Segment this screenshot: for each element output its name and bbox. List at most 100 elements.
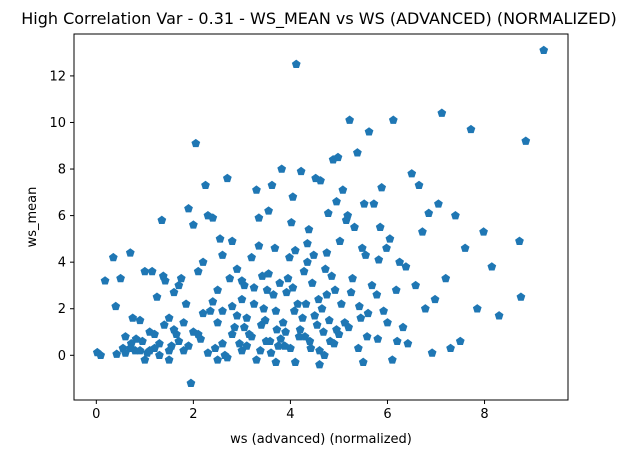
scatter-point: [254, 241, 264, 250]
scatter-point: [521, 136, 531, 145]
scatter-point: [140, 266, 150, 276]
scatter-point: [140, 355, 150, 364]
x-tick-label: 2: [189, 407, 197, 422]
scatter-point: [304, 224, 314, 234]
scatter-point: [282, 287, 291, 297]
scatter-point: [159, 320, 169, 329]
scatter-point: [247, 252, 256, 262]
scatter-point: [424, 208, 434, 217]
scatter-point: [316, 176, 325, 185]
scatter-point: [315, 360, 324, 369]
scatter-point: [252, 185, 261, 194]
scatter-point: [455, 336, 465, 346]
scatter-point: [259, 304, 269, 313]
scatter-point: [312, 320, 322, 329]
scatter-point: [213, 355, 223, 364]
scatter-point: [249, 299, 259, 308]
scatter-point: [201, 180, 210, 190]
scatter-point: [344, 322, 354, 332]
scatter-point: [373, 334, 383, 343]
scatter-point: [372, 290, 382, 299]
scatter-point: [307, 278, 317, 287]
scatter-point: [362, 332, 372, 341]
scatter-point: [333, 152, 343, 162]
y-tick-label: 10: [49, 116, 66, 131]
x-tick-label: 0: [92, 407, 100, 422]
scatter-point: [303, 257, 312, 266]
scatter-point: [255, 346, 265, 355]
scatter-point: [392, 336, 402, 346]
scatter-point: [367, 280, 377, 290]
scatter-point: [150, 329, 159, 339]
scatter-point: [256, 320, 266, 329]
scatter-point: [169, 287, 179, 297]
scatter-point: [208, 213, 218, 222]
scatter-point: [125, 248, 135, 257]
scatter-point: [275, 278, 285, 287]
scatter-point: [310, 311, 320, 320]
scatter-point: [169, 325, 179, 334]
scatter-point: [293, 299, 303, 308]
y-tick-label: 12: [49, 69, 66, 84]
scatter-point: [222, 353, 232, 362]
scatter-point: [479, 227, 488, 236]
scatter-point: [210, 343, 220, 353]
scatter-point: [515, 236, 524, 245]
scatter-point: [341, 215, 351, 224]
scatter-point: [361, 250, 371, 259]
scatter-point: [314, 294, 323, 304]
scatter-point: [430, 294, 440, 304]
scatter-point: [290, 357, 300, 366]
x-tick-label: 8: [480, 407, 488, 422]
scatter-point: [377, 183, 387, 192]
scatter-point: [215, 234, 225, 243]
scatter-point: [232, 311, 242, 320]
scatter-point: [232, 264, 242, 273]
scatter-point: [285, 252, 294, 262]
scatter-point: [398, 322, 408, 332]
scatter-point: [164, 355, 174, 364]
scatter-point: [111, 301, 121, 311]
scatter-point: [152, 292, 162, 301]
scatter-point: [135, 346, 145, 355]
scatter-point: [375, 222, 385, 231]
scatter-point: [323, 208, 333, 217]
y-tick-label: 6: [58, 209, 66, 224]
scatter-point: [315, 346, 324, 355]
scatter-point: [320, 264, 330, 273]
scatter-point: [391, 285, 401, 294]
scatter-point: [346, 287, 356, 297]
scatter-point: [261, 336, 271, 346]
scatter-point: [354, 301, 364, 311]
scatter-point: [218, 306, 227, 315]
scatter-point: [128, 313, 138, 322]
scatter-point: [319, 327, 328, 336]
x-tick-label: 4: [286, 407, 294, 422]
scatter-point: [281, 327, 290, 336]
scatter-point: [320, 350, 329, 360]
plot-frame: [73, 33, 569, 401]
scatter-point: [451, 211, 460, 220]
scatter-point: [205, 306, 215, 315]
y-tick-label: 0: [58, 349, 66, 364]
scatter-point: [401, 262, 411, 271]
scatter-point: [364, 127, 374, 136]
scatter-point: [155, 350, 164, 360]
scatter-point: [184, 341, 193, 350]
scatter-point: [266, 348, 276, 357]
scatter-point: [296, 166, 306, 176]
scatter-point: [252, 355, 261, 364]
scatter-point: [309, 250, 319, 259]
scatter-point: [322, 248, 332, 257]
scatter-point: [418, 227, 427, 236]
scatter-point: [174, 280, 184, 290]
scatter-point: [125, 343, 135, 353]
scatter-point: [237, 294, 247, 304]
scatter-point: [466, 124, 476, 134]
scatter-point: [273, 341, 283, 350]
scatter-point: [271, 357, 281, 366]
scatter-point: [283, 273, 293, 283]
scatter-point: [96, 350, 106, 360]
scatter-point: [112, 349, 122, 358]
scatter-point: [116, 273, 125, 283]
